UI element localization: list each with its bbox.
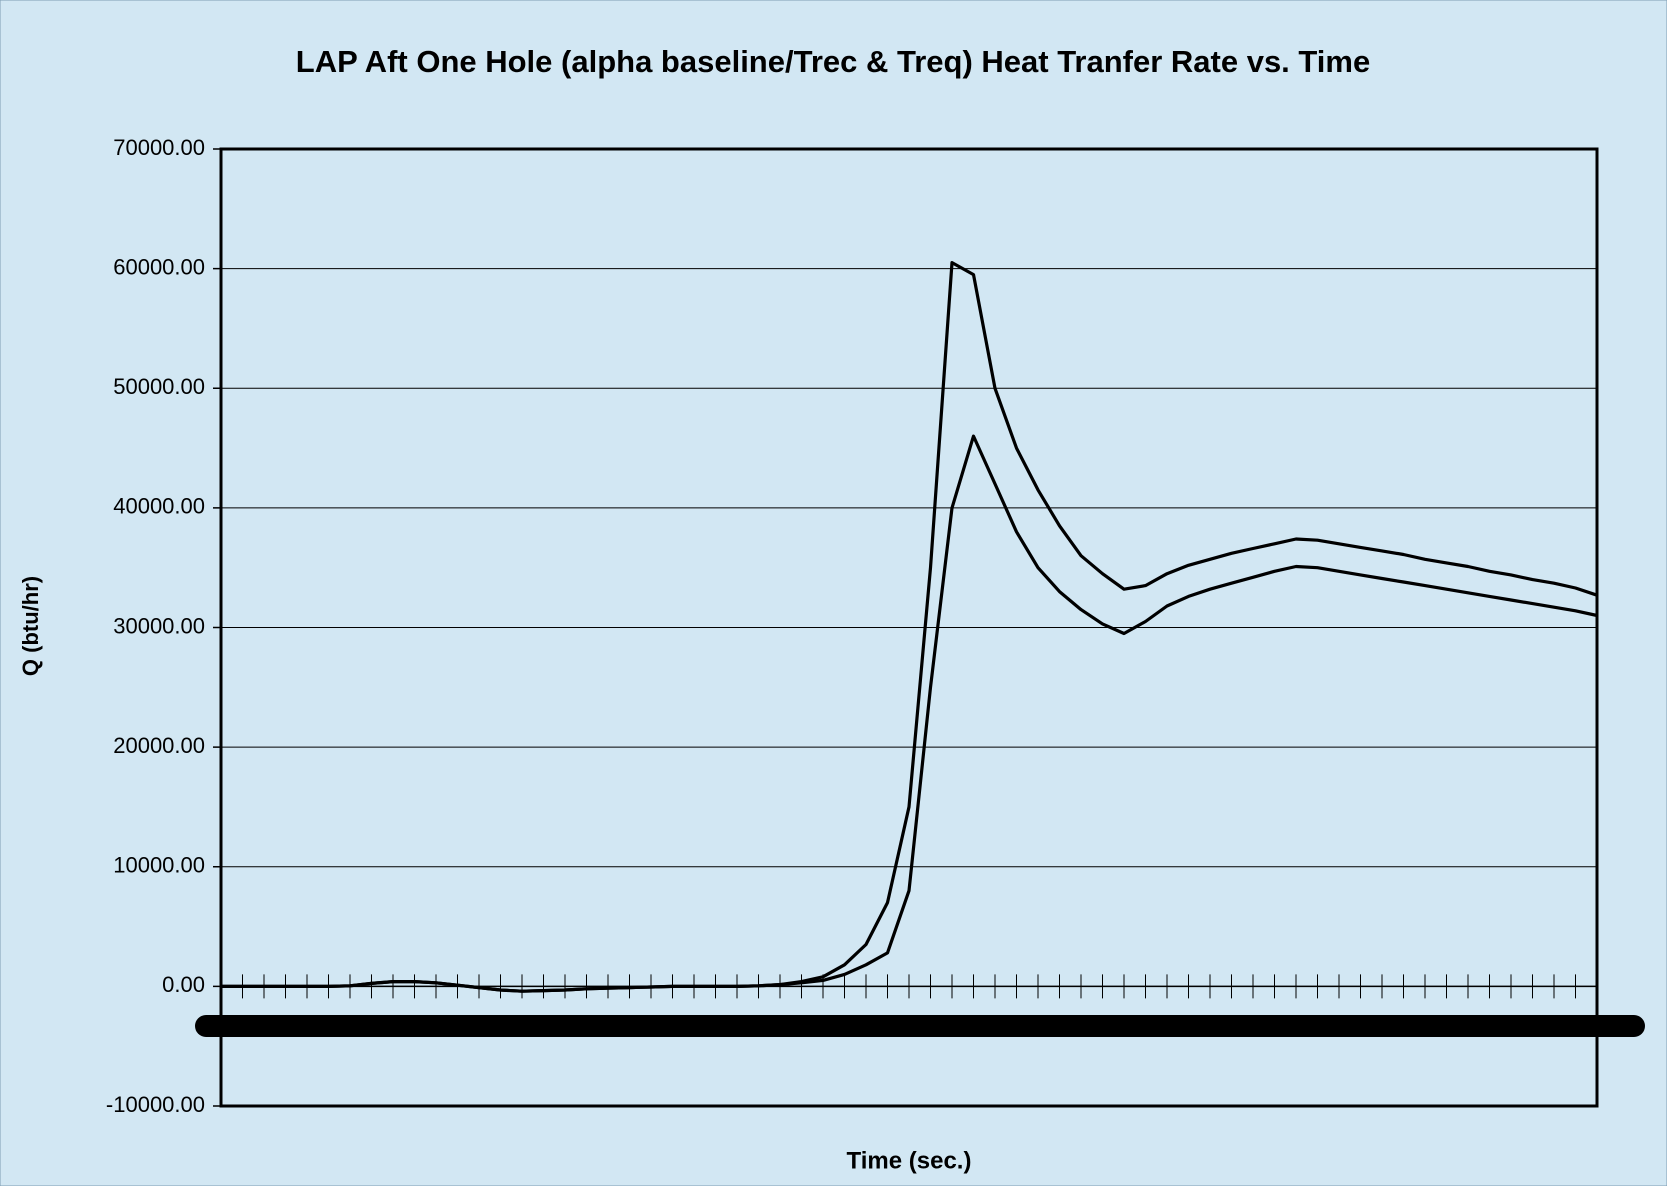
y-tick-label: 20000.00 (113, 733, 205, 758)
series-line (221, 434, 1598, 993)
y-tick-label: 50000.00 (113, 374, 205, 399)
y-tick-label: 10000.00 (113, 853, 205, 878)
x-label-band (195, 1015, 1645, 1037)
chart-title: LAP Aft One Hole (alpha baseline/Trec & … (296, 44, 1370, 79)
y-tick-label: 60000.00 (113, 254, 205, 279)
y-tick-label: 70000.00 (113, 135, 205, 160)
y-tick-label: 30000.00 (113, 613, 205, 638)
y-axis-label: Q (btu/hr) (18, 576, 43, 676)
y-tick-label: 0.00 (162, 972, 205, 997)
x-axis-label: Time (sec.) (847, 1147, 972, 1174)
y-tick-label: 40000.00 (113, 494, 205, 519)
y-tick-label: -10000.00 (106, 1092, 205, 1117)
plot-frame (219, 147, 1599, 1108)
